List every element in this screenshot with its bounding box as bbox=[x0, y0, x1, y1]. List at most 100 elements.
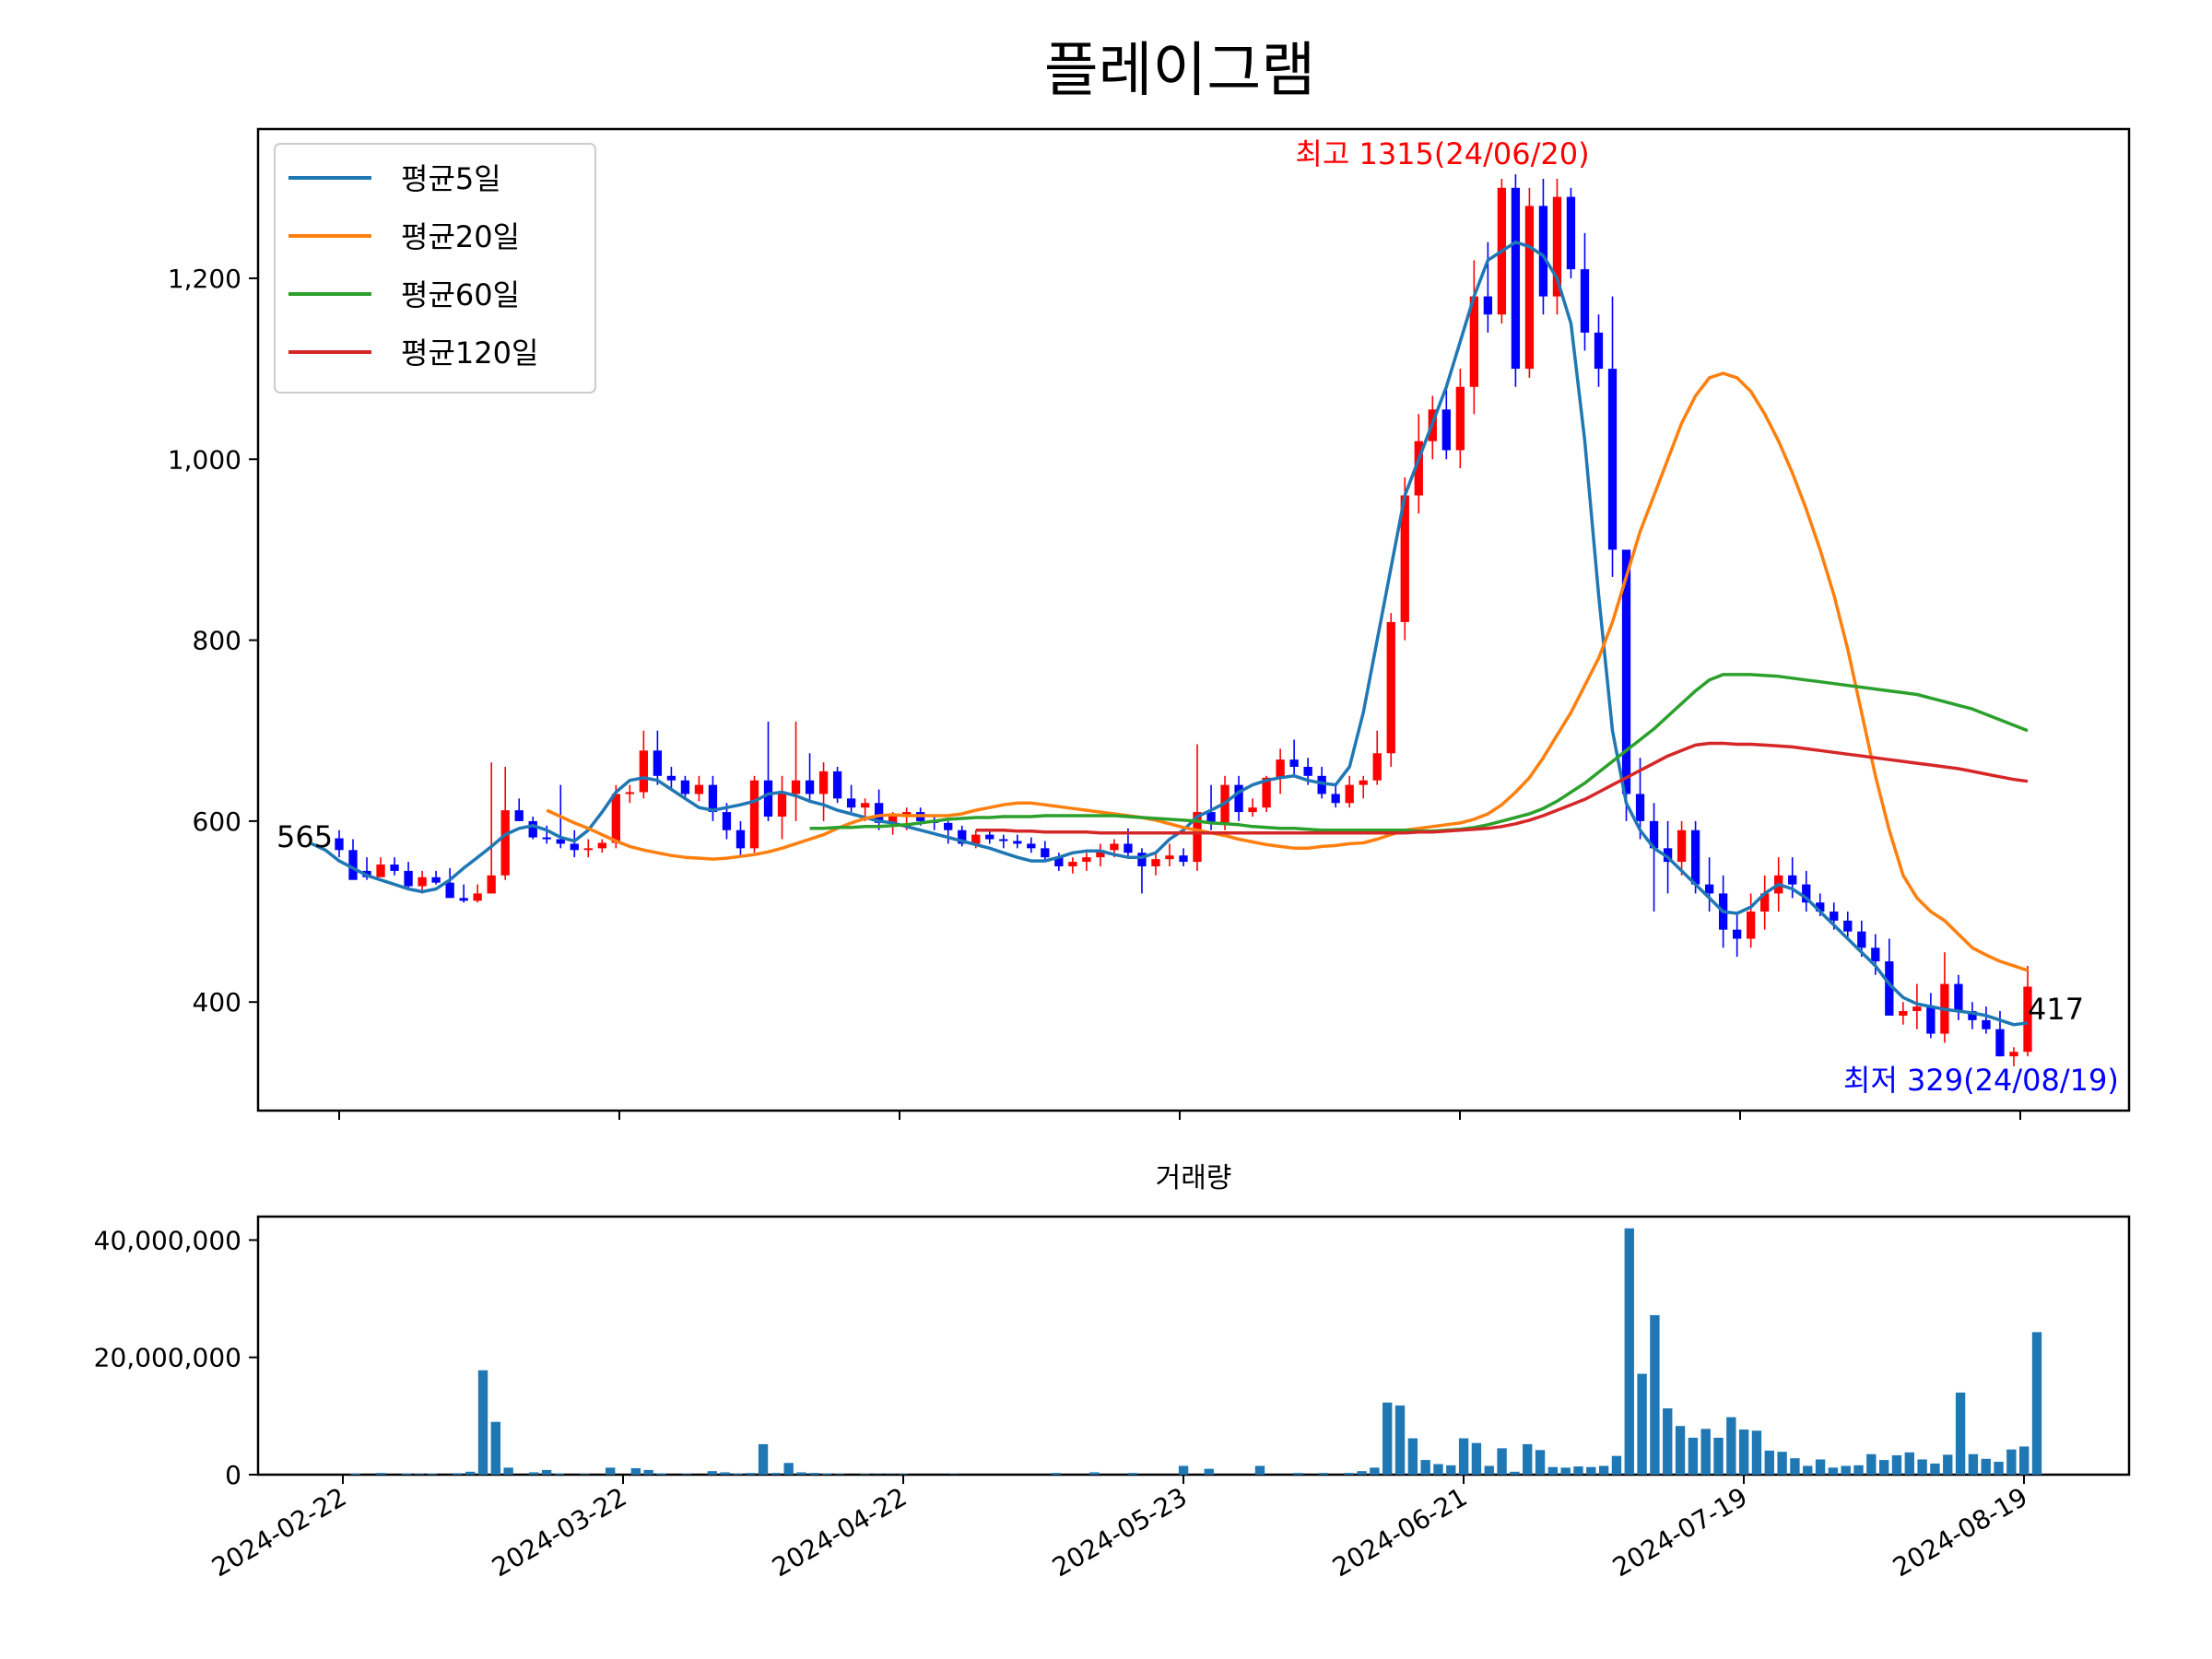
candle bbox=[611, 784, 620, 849]
candle-body bbox=[832, 771, 842, 799]
candle bbox=[2009, 1047, 2018, 1066]
volume-bar bbox=[1497, 1448, 1507, 1475]
candle-body bbox=[1289, 759, 1299, 768]
candle bbox=[1234, 775, 1243, 821]
candle-body bbox=[1594, 332, 1604, 370]
candle-body bbox=[1041, 848, 1050, 858]
volume-bar bbox=[1394, 1405, 1406, 1475]
candle bbox=[1511, 174, 1521, 387]
candle bbox=[528, 816, 537, 840]
high-annotation: 최고 1315(24/06/20) bbox=[1295, 136, 1589, 171]
candle-body bbox=[985, 834, 994, 840]
candle bbox=[1912, 983, 1922, 1030]
volume-bar bbox=[1917, 1459, 1927, 1475]
price-x-axis bbox=[338, 1111, 2021, 1120]
candle-body bbox=[418, 877, 427, 887]
volume-bar bbox=[1370, 1467, 1380, 1475]
candle-body bbox=[1124, 843, 1133, 853]
candle-body bbox=[805, 780, 815, 794]
candle-body bbox=[1524, 206, 1535, 370]
legend-label-ma60: 평균60일 bbox=[401, 277, 520, 312]
volume-bar bbox=[1293, 1473, 1303, 1475]
candle-body bbox=[570, 843, 579, 851]
candle-body bbox=[583, 848, 593, 851]
volume-bar bbox=[758, 1443, 769, 1475]
candle bbox=[1552, 178, 1562, 315]
volume-bar bbox=[453, 1473, 463, 1475]
candle bbox=[597, 839, 606, 853]
volume-bar bbox=[2031, 1332, 2042, 1475]
candle bbox=[487, 762, 496, 894]
candle-body bbox=[1276, 759, 1285, 778]
moving-average-lines bbox=[311, 240, 2029, 1027]
candle-body bbox=[653, 750, 663, 776]
volume-bar bbox=[1650, 1314, 1660, 1475]
candle-body bbox=[1359, 780, 1368, 785]
candle-body bbox=[625, 792, 634, 794]
volume-bar bbox=[733, 1473, 743, 1475]
candle-body bbox=[1400, 495, 1409, 622]
candle-body bbox=[2023, 986, 2032, 1053]
volume-bar bbox=[1535, 1450, 1546, 1475]
candle bbox=[431, 870, 441, 885]
volume-bar bbox=[554, 1473, 565, 1475]
candle-body bbox=[1483, 296, 1493, 315]
volume-bar bbox=[1446, 1465, 1456, 1475]
candle-body bbox=[846, 798, 856, 808]
candle bbox=[404, 862, 413, 889]
candle-body bbox=[1926, 1006, 1936, 1034]
candle bbox=[1345, 775, 1354, 808]
legend-label-ma120: 평균120일 bbox=[401, 335, 538, 371]
candle-body bbox=[958, 830, 967, 844]
candle-body bbox=[1830, 912, 1839, 921]
candle-body bbox=[944, 822, 953, 830]
volume-bar bbox=[529, 1472, 539, 1475]
volume-bar bbox=[2018, 1446, 2030, 1475]
candle-body bbox=[1469, 296, 1478, 387]
volume-bar bbox=[1904, 1452, 1914, 1475]
candle bbox=[1013, 834, 1022, 849]
candle-body bbox=[1179, 855, 1188, 863]
candle-body bbox=[818, 771, 829, 794]
candle-body bbox=[348, 850, 358, 880]
legend-label-ma5: 평균5일 bbox=[401, 161, 501, 196]
volume-bar bbox=[503, 1467, 513, 1475]
candle bbox=[832, 767, 842, 804]
candle-body bbox=[597, 842, 606, 849]
candle bbox=[708, 775, 718, 821]
candle bbox=[1690, 820, 1700, 894]
volume-bar bbox=[1598, 1465, 1609, 1475]
candle bbox=[500, 767, 510, 880]
price-y-tick-label: 1,000 bbox=[168, 444, 241, 475]
volume-bar bbox=[1815, 1459, 1826, 1475]
candle bbox=[1580, 232, 1590, 351]
candle-body bbox=[528, 820, 537, 838]
volume-bar bbox=[1484, 1465, 1494, 1475]
candle-body bbox=[1843, 920, 1853, 932]
candle bbox=[846, 784, 856, 813]
candle-body bbox=[1193, 812, 1202, 863]
legend-box bbox=[274, 143, 596, 394]
volume-bar bbox=[1841, 1465, 1851, 1475]
candle-body bbox=[971, 834, 981, 844]
candle bbox=[1566, 187, 1576, 278]
candle-body bbox=[1982, 1019, 1991, 1030]
price-y-axis: 400 600 800 1,000 1,200 bbox=[168, 264, 258, 1018]
volume-bar bbox=[1700, 1429, 1711, 1475]
volume-bar bbox=[1764, 1450, 1774, 1475]
candle-body bbox=[708, 784, 718, 813]
volume-bar bbox=[1981, 1458, 1991, 1475]
candle-body bbox=[1234, 784, 1243, 813]
candle-body bbox=[1580, 269, 1590, 333]
candle-body bbox=[1248, 807, 1257, 813]
candle-body bbox=[1386, 621, 1395, 754]
volume-bar bbox=[2006, 1449, 2017, 1475]
volume-bar bbox=[477, 1370, 488, 1475]
candle bbox=[1372, 730, 1382, 785]
candle bbox=[1802, 870, 1811, 912]
candle bbox=[390, 857, 399, 876]
volume-bar bbox=[376, 1473, 386, 1475]
volume-bar bbox=[1051, 1473, 1062, 1475]
candle bbox=[473, 884, 482, 903]
candle bbox=[1649, 803, 1659, 912]
